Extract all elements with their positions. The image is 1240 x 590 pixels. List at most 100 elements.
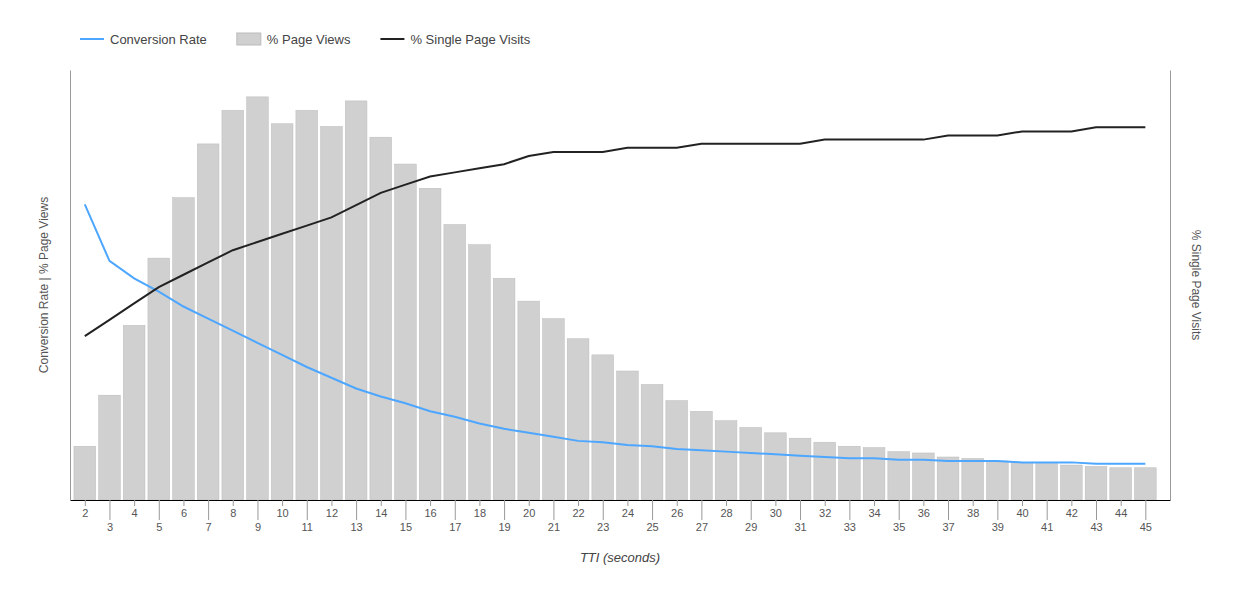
x-tick-label: 20 <box>523 507 535 519</box>
x-tick-mark <box>800 500 801 520</box>
x-tick-label: 22 <box>572 507 584 519</box>
x-tick: 24 <box>622 500 634 519</box>
x-tick-label: 28 <box>720 507 732 519</box>
bar <box>321 126 343 500</box>
x-tick: 18 <box>474 500 486 519</box>
bar <box>740 427 762 500</box>
bar <box>863 448 885 500</box>
legend-swatch <box>380 38 404 40</box>
x-tick-mark <box>356 500 357 520</box>
bar <box>222 110 244 500</box>
legend-item: % Single Page Visits <box>380 32 530 47</box>
x-tick-mark <box>1096 500 1097 520</box>
x-tick-label: 39 <box>992 521 1004 533</box>
x-tick: 29 <box>745 500 757 533</box>
x-tick-label: 26 <box>671 507 683 519</box>
bar <box>1085 466 1107 500</box>
y-axis-title: Conversion Rate | % Page Views <box>37 197 51 373</box>
x-tick-label: 12 <box>326 507 338 519</box>
bar <box>789 438 811 500</box>
x-tick-mark <box>257 500 258 520</box>
x-tick: 14 <box>375 500 387 519</box>
bar <box>691 411 713 500</box>
x-tick-mark <box>973 500 974 506</box>
x-tick: 26 <box>671 500 683 519</box>
x-tick-label: 25 <box>646 521 658 533</box>
x-tick: 11 <box>302 500 313 533</box>
x-tick: 4 <box>132 500 138 519</box>
x-tick: 43 <box>1090 500 1102 533</box>
x-tick-mark <box>159 500 160 520</box>
x-tick-label: 32 <box>819 507 831 519</box>
x-tick-label: 2 <box>82 507 88 519</box>
x-tick-label: 43 <box>1090 521 1102 533</box>
x-tick-label: 8 <box>230 507 236 519</box>
x-tick-mark <box>381 500 382 506</box>
x-tick: 2 <box>82 500 88 519</box>
x-tick: 36 <box>918 500 930 519</box>
x-tick-label: 15 <box>400 521 412 533</box>
x-tick-label: 11 <box>302 521 313 533</box>
x-tick: 15 <box>400 500 412 533</box>
y2-axis <box>1170 71 1171 501</box>
bar <box>296 110 318 500</box>
legend-label: % Page Views <box>267 32 351 47</box>
x-tick: 31 <box>794 500 806 533</box>
x-axis-second-row: 3579111315171921232527293133353739414345 <box>107 500 1152 533</box>
bar <box>937 457 959 500</box>
x-tick-label: 13 <box>350 521 362 533</box>
bar <box>99 395 121 500</box>
y2-axis-title: % Single Page Visits <box>1189 230 1203 341</box>
bar <box>444 225 466 500</box>
line <box>85 127 1146 336</box>
x-tick-mark <box>405 500 406 520</box>
x-tick-mark <box>1145 500 1146 520</box>
bar-series <box>74 97 1156 500</box>
x-tick-label: 6 <box>181 507 187 519</box>
x-tick-mark <box>677 500 678 506</box>
x-tick-mark <box>825 500 826 506</box>
x-tick-mark <box>923 500 924 506</box>
x-tick: 25 <box>646 500 658 533</box>
marks <box>74 97 1156 500</box>
legend-label: Conversion Rate <box>110 32 207 47</box>
x-tick-label: 38 <box>967 507 979 519</box>
x-tick: 17 <box>449 500 461 533</box>
x-tick-mark <box>430 500 431 506</box>
bar <box>839 446 861 500</box>
x-tick-label: 36 <box>918 507 930 519</box>
x-tick: 38 <box>967 500 979 519</box>
x-tick: 42 <box>1066 500 1078 519</box>
x-tick-label: 45 <box>1140 521 1152 533</box>
x-tick: 3 <box>107 500 113 533</box>
x-tick-mark <box>307 500 308 520</box>
x-tick-label: 35 <box>893 521 905 533</box>
bar <box>271 124 293 500</box>
x-tick-mark <box>504 500 505 520</box>
x-tick-label: 34 <box>868 507 880 519</box>
x-axis-title: TTI (seconds) <box>580 550 660 565</box>
x-tick: 19 <box>498 500 510 533</box>
x-tick-mark <box>134 500 135 506</box>
x-tick: 21 <box>548 500 560 533</box>
x-tick-mark <box>109 500 110 520</box>
x-tick-mark <box>331 500 332 506</box>
x-tick: 35 <box>893 500 905 533</box>
x-tick: 34 <box>868 500 880 519</box>
x-tick: 8 <box>230 500 236 519</box>
x-axis-line <box>71 500 1171 501</box>
y2-axis-line <box>1170 71 1171 501</box>
bar <box>370 137 392 500</box>
x-axis: 2468101214161820222426283032343638404244 <box>71 500 1171 519</box>
plot: 2468101214161820222426283032343638404244… <box>71 71 1171 533</box>
bar <box>395 164 417 500</box>
bar <box>123 325 145 500</box>
x-tick-label: 7 <box>206 521 212 533</box>
bar <box>1060 465 1082 500</box>
x-tick-mark <box>529 500 530 506</box>
bar <box>617 371 639 500</box>
x-tick: 32 <box>819 500 831 519</box>
x-tick: 6 <box>181 500 187 519</box>
x-tick-mark <box>208 500 209 520</box>
x-tick-label: 16 <box>424 507 436 519</box>
